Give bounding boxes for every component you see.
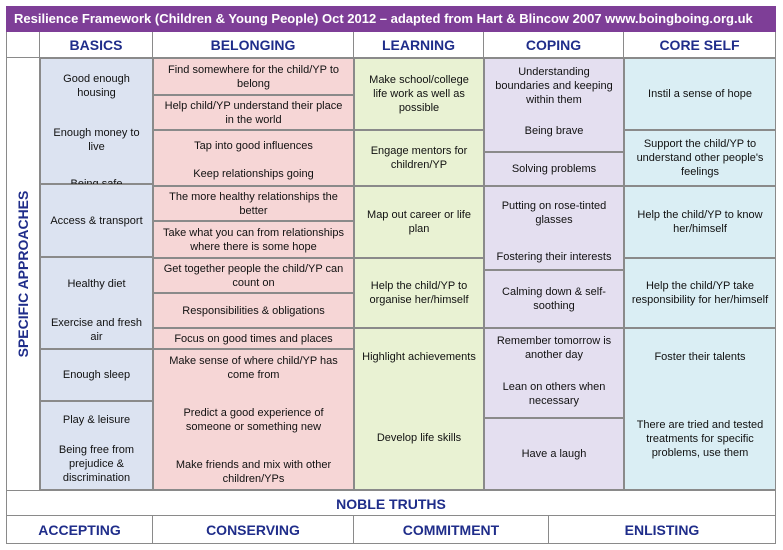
coping-item: Fostering their interests [496, 251, 612, 263]
learning-item: Make school/college life work as well as… [354, 58, 484, 130]
core-self-item: Help the child/YP to know her/himself [624, 186, 776, 258]
learning-group: Highlight achievements Develop life skil… [354, 328, 484, 490]
coping-item: Solving problems [484, 152, 624, 186]
core-self-group: Foster their talents There are tried and… [624, 328, 776, 490]
core-self-item: There are tried and tested treatments fo… [636, 419, 764, 459]
core-self-item: Instil a sense of hope [624, 58, 776, 130]
learning-item: Highlight achievements [362, 351, 476, 363]
header-basics: BASICS [40, 32, 153, 58]
coping-group: Remember tomorrow is another day Lean on… [484, 328, 624, 418]
header-coping: COPING [484, 32, 624, 58]
belonging-item: Help child/YP understand their place in … [153, 95, 354, 130]
belonging-item: Responsibilities & obligations [153, 293, 354, 328]
coping-group: Putting on rose-tinted glasses Fostering… [484, 186, 624, 270]
belonging-item: Predict a good experience of someone or … [183, 407, 324, 433]
core-self-item: Help the child/YP take responsibility fo… [624, 258, 776, 328]
belonging-item: Tap into good influences [194, 140, 313, 152]
core-self-item: Foster their talents [654, 351, 746, 363]
coping-item: Remember tomorrow is another day [496, 335, 612, 361]
bottom-accepting: ACCEPTING [6, 516, 153, 544]
belonging-group: Make sense of where child/YP has come fr… [153, 349, 354, 490]
basics-item: Access & transport [40, 184, 153, 257]
learning-item: Map out career or life plan [354, 186, 484, 258]
belonging-group: Tap into good influences Keep relationsh… [153, 130, 354, 186]
basics-group-1: Good enough housing Enough money to live… [40, 58, 153, 190]
belonging-item: Focus on good times and places [153, 328, 354, 349]
page-title: Resilience Framework (Children & Young P… [6, 6, 776, 32]
coping-item: Understanding boundaries and keeping wit… [495, 66, 613, 106]
header-core-self: CORE SELF [624, 32, 776, 58]
coping-group: Understanding boundaries and keeping wit… [484, 58, 624, 152]
learning-item: Help the child/YP to organise her/himsel… [354, 258, 484, 328]
basics-item: Good enough housing [63, 73, 130, 99]
basics-item: Exercise and fresh air [50, 317, 143, 343]
core-self-item: Support the child/YP to understand other… [624, 130, 776, 186]
coping-item: Putting on rose-tinted glasses [501, 200, 607, 226]
header-belonging: BELONGING [153, 32, 354, 58]
coping-item: Have a laugh [484, 418, 624, 490]
basics-item: Being free from prejudice & discriminati… [58, 444, 135, 484]
header-corner [6, 32, 40, 58]
learning-item: Engage mentors for children/YP [354, 130, 484, 186]
basics-item: Play & leisure [62, 414, 131, 426]
learning-item: Develop life skills [376, 432, 462, 444]
belonging-item: Make friends and mix with other children… [175, 459, 332, 485]
bottom-commitment: COMMITMENT [354, 516, 549, 544]
header-learning: LEARNING [354, 32, 484, 58]
basics-group-2: Healthy diet Exercise and fresh air [40, 257, 153, 349]
basics-item: Healthy diet [67, 278, 126, 290]
basics-item: Enough sleep [40, 349, 153, 401]
basics-group-3: Play & leisure Being free from prejudice… [40, 401, 153, 490]
belonging-item: Make sense of where child/YP has come fr… [169, 355, 338, 381]
noble-truths-heading: NOBLE TRUTHS [6, 490, 776, 516]
coping-item: Being brave [524, 125, 584, 137]
belonging-item: Get together people the child/YP can cou… [153, 258, 354, 293]
belonging-item: The more healthy relationships the bette… [153, 186, 354, 221]
side-label: SPECIFIC APPROACHES [6, 58, 40, 490]
coping-item: Lean on others when necessary [502, 381, 606, 407]
bottom-conserving: CONSERVING [153, 516, 354, 544]
side-label-text: SPECIFIC APPROACHES [15, 190, 31, 358]
belonging-item: Find somewhere for the child/YP to belon… [153, 58, 354, 95]
basics-item: Enough money to live [53, 127, 140, 153]
belonging-item: Take what you can from relationships whe… [153, 221, 354, 258]
bottom-enlisting: ENLISTING [549, 516, 776, 544]
belonging-item: Keep relationships going [193, 168, 314, 180]
coping-item: Calming down & self-soothing [484, 270, 624, 328]
